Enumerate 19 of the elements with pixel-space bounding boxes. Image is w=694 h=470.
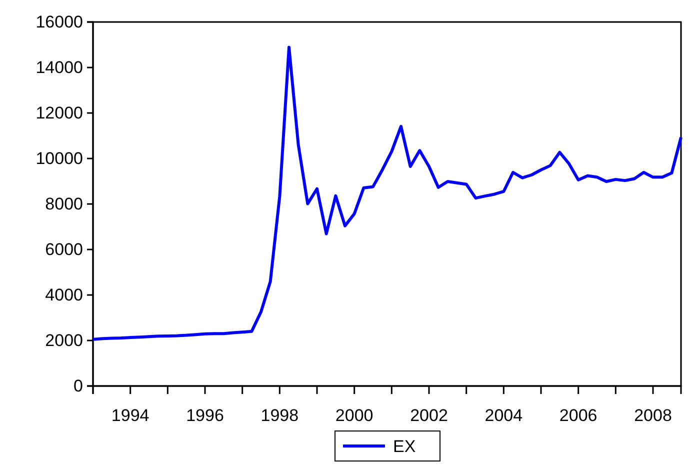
x-tick-label: 2004 xyxy=(484,406,523,425)
x-tick-label: 2000 xyxy=(335,406,374,425)
y-tick-label: 8000 xyxy=(45,194,83,214)
legend-label: EX xyxy=(393,437,416,456)
x-tick-label: 1994 xyxy=(111,406,150,425)
x-tick-label: 2002 xyxy=(410,406,448,425)
y-tick-label: 4000 xyxy=(45,285,83,304)
x-tick-label: 1998 xyxy=(260,406,299,425)
y-tick-label: 6000 xyxy=(45,240,83,259)
x-tick-label: 2006 xyxy=(559,406,598,425)
y-tick-label: 12000 xyxy=(36,103,83,122)
x-tick-label: 2008 xyxy=(634,406,672,425)
y-tick-label: 10000 xyxy=(36,148,83,168)
line-series xyxy=(92,46,682,341)
y-tick-label: 2000 xyxy=(45,330,83,350)
x-tick-label: 1996 xyxy=(186,406,224,425)
y-tick-label: 0 xyxy=(74,376,83,396)
y-tick-label: 16000 xyxy=(36,12,83,32)
y-tick-label: 14000 xyxy=(36,58,83,77)
